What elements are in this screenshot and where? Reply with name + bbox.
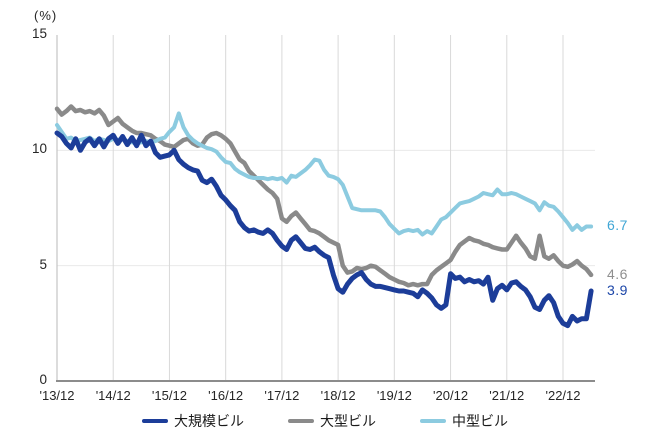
legend-item-中型ビル: 中型ビル — [420, 411, 508, 431]
legend-label: 大型ビル — [320, 413, 376, 429]
series-line-大規模ビル — [54, 130, 594, 329]
end-label-大型ビル: 4.6 — [607, 265, 628, 282]
x-tick-label: '16/12 — [208, 388, 244, 403]
x-tick-label: '22/12 — [545, 388, 581, 403]
x-tick-label: '19/12 — [376, 388, 412, 403]
x-tick-label: '14/12 — [95, 388, 131, 403]
end-label-大規模ビル: 3.9 — [607, 282, 628, 299]
chart-legend: 大規模ビル 大型ビル 中型ビル — [0, 411, 650, 431]
y-tick-label-10: 10 — [31, 141, 47, 157]
y-tick-label-15: 15 — [31, 26, 47, 41]
y-tick-label-0: 0 — [39, 372, 47, 387]
x-tick-label: '13/12 — [39, 388, 75, 403]
x-tick-label: '18/12 — [320, 388, 356, 403]
legend-item-大規模ビル: 大規模ビル — [142, 411, 244, 431]
x-tick-label: '20/12 — [433, 388, 469, 403]
legend-label: 中型ビル — [452, 413, 508, 429]
x-tick-label: '21/12 — [489, 388, 525, 403]
series-line-大型ビル — [54, 104, 594, 288]
legend-swatch-icon — [288, 419, 314, 423]
legend-item-大型ビル: 大型ビル — [288, 411, 376, 431]
legend-swatch-icon — [420, 419, 446, 423]
legend-label: 大規模ビル — [174, 413, 244, 429]
y-axis-unit-label: (%) — [34, 8, 58, 23]
x-tick-label: '15/12 — [151, 388, 187, 403]
x-tick-label: '17/12 — [264, 388, 300, 403]
legend-swatch-icon — [142, 419, 168, 423]
end-label-中型ビル: 6.7 — [607, 217, 628, 234]
y-tick-label-5: 5 — [39, 256, 47, 272]
